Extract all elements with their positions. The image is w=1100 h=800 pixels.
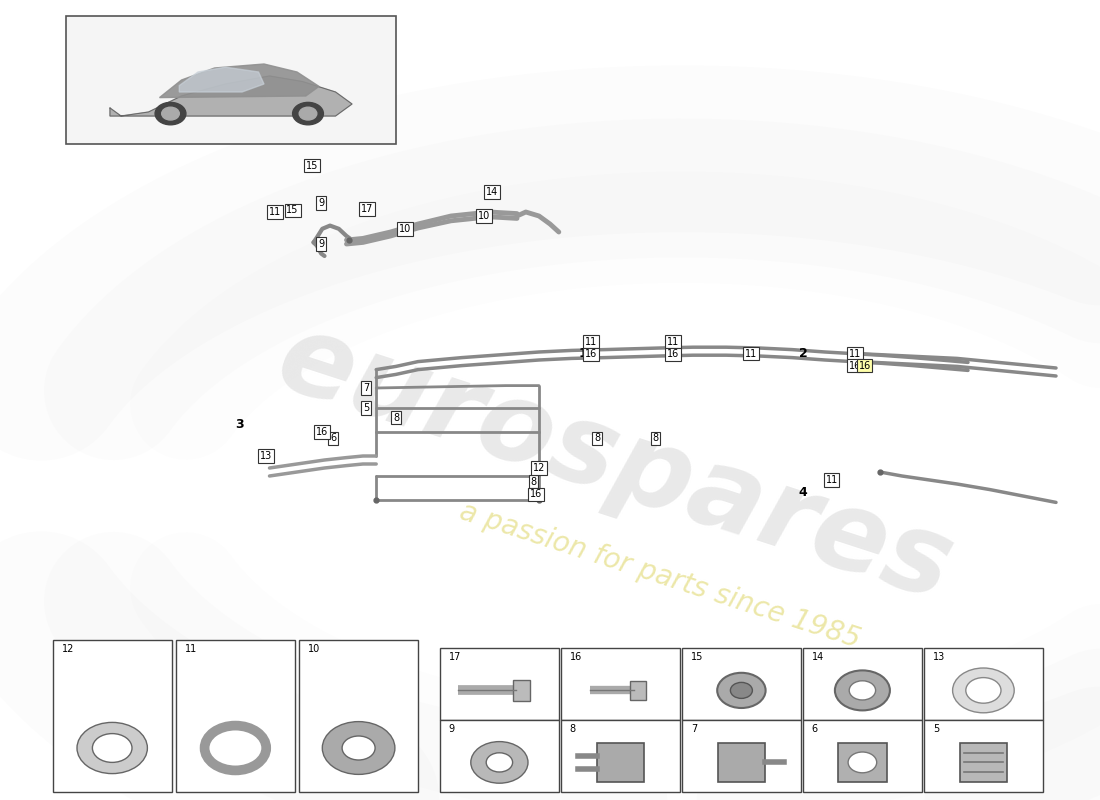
Polygon shape — [110, 76, 352, 116]
Text: 9: 9 — [318, 198, 324, 208]
Text: 16: 16 — [529, 490, 542, 499]
Circle shape — [849, 681, 876, 700]
Text: 16: 16 — [584, 350, 597, 359]
Text: 8: 8 — [594, 434, 601, 443]
Text: 7: 7 — [691, 724, 697, 734]
FancyBboxPatch shape — [924, 720, 1043, 792]
Text: 16: 16 — [858, 361, 871, 370]
Text: 2: 2 — [799, 347, 807, 360]
Text: 17: 17 — [361, 204, 374, 214]
Text: 10: 10 — [308, 644, 320, 654]
Text: 17: 17 — [449, 652, 461, 662]
Circle shape — [835, 670, 890, 710]
Text: 16: 16 — [316, 427, 329, 437]
Circle shape — [848, 752, 877, 773]
Text: 3: 3 — [235, 418, 244, 430]
FancyBboxPatch shape — [440, 648, 559, 720]
FancyBboxPatch shape — [597, 743, 644, 782]
Circle shape — [293, 102, 323, 125]
FancyBboxPatch shape — [838, 743, 887, 782]
Text: 11: 11 — [825, 475, 838, 485]
Text: 4: 4 — [799, 486, 807, 498]
Text: 13: 13 — [933, 652, 945, 662]
Text: eurospares: eurospares — [265, 305, 967, 623]
Text: 8: 8 — [652, 434, 659, 443]
Text: 11: 11 — [185, 644, 197, 654]
FancyBboxPatch shape — [440, 720, 559, 792]
Text: 16: 16 — [667, 350, 680, 359]
Text: 8: 8 — [570, 724, 576, 734]
Text: 1: 1 — [579, 347, 587, 360]
FancyBboxPatch shape — [630, 681, 646, 700]
Text: 13: 13 — [260, 451, 273, 461]
FancyBboxPatch shape — [66, 16, 396, 144]
Text: 15: 15 — [286, 206, 299, 215]
Circle shape — [155, 102, 186, 125]
Text: 7: 7 — [363, 383, 370, 393]
FancyBboxPatch shape — [561, 648, 680, 720]
Circle shape — [342, 736, 375, 760]
FancyBboxPatch shape — [513, 680, 530, 701]
Text: 5: 5 — [363, 403, 370, 413]
Polygon shape — [179, 67, 264, 92]
Circle shape — [92, 734, 132, 762]
Text: 14: 14 — [812, 652, 824, 662]
Text: 11: 11 — [584, 337, 597, 346]
Circle shape — [322, 722, 395, 774]
Text: 10: 10 — [477, 211, 491, 221]
FancyBboxPatch shape — [924, 648, 1043, 720]
Text: 11: 11 — [268, 207, 282, 217]
FancyBboxPatch shape — [299, 640, 418, 792]
Text: a passion for parts since 1985: a passion for parts since 1985 — [456, 498, 864, 654]
FancyBboxPatch shape — [176, 640, 295, 792]
Text: 6: 6 — [812, 724, 818, 734]
Text: 9: 9 — [318, 239, 324, 249]
FancyBboxPatch shape — [682, 648, 801, 720]
Circle shape — [486, 753, 513, 772]
Text: 5: 5 — [933, 724, 939, 734]
Circle shape — [162, 107, 179, 120]
FancyBboxPatch shape — [803, 720, 922, 792]
FancyBboxPatch shape — [718, 743, 764, 782]
Text: 11: 11 — [745, 349, 758, 358]
Circle shape — [717, 673, 766, 708]
Text: 10: 10 — [398, 224, 411, 234]
Circle shape — [77, 722, 147, 774]
Text: 15: 15 — [306, 161, 319, 170]
Text: 12: 12 — [62, 644, 74, 654]
Text: 9: 9 — [449, 724, 455, 734]
Text: 16: 16 — [570, 652, 582, 662]
Text: 15: 15 — [691, 652, 703, 662]
Text: 14: 14 — [485, 187, 498, 197]
Circle shape — [299, 107, 317, 120]
FancyBboxPatch shape — [682, 720, 801, 792]
Text: 12: 12 — [532, 463, 546, 473]
FancyBboxPatch shape — [960, 743, 1006, 782]
Text: 16: 16 — [848, 361, 861, 370]
Text: 8: 8 — [393, 413, 399, 422]
Text: 6: 6 — [330, 434, 337, 443]
FancyBboxPatch shape — [561, 720, 680, 792]
Circle shape — [471, 742, 528, 783]
Text: 8: 8 — [530, 477, 537, 486]
Polygon shape — [160, 64, 319, 98]
FancyBboxPatch shape — [803, 648, 922, 720]
Circle shape — [966, 678, 1001, 703]
Circle shape — [730, 682, 752, 698]
Text: 11: 11 — [667, 337, 680, 346]
Circle shape — [953, 668, 1014, 713]
FancyBboxPatch shape — [53, 640, 172, 792]
Text: 11: 11 — [848, 349, 861, 358]
